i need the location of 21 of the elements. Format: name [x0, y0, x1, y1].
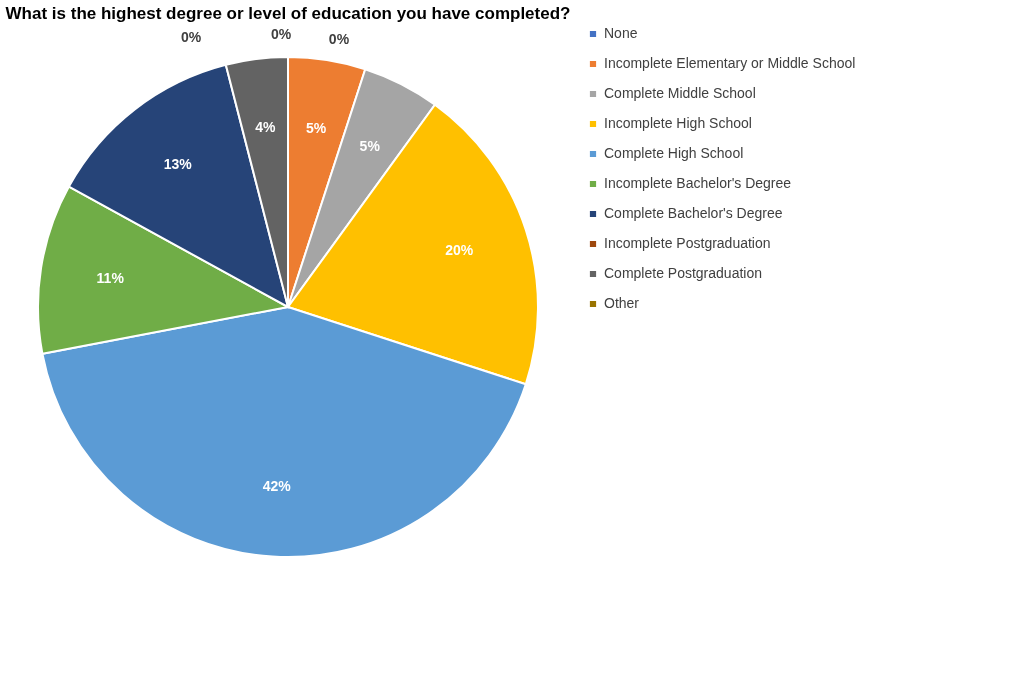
legend-label: Incomplete Bachelor's Degree	[604, 175, 792, 191]
legend-label: Incomplete High School	[604, 115, 752, 131]
chart-title: What is the highest degree or level of education you have completed?	[5, 4, 571, 23]
text: 0%	[328, 30, 350, 47]
legend-label: Complete Middle School	[604, 85, 756, 101]
data-label: 5%	[359, 137, 381, 154]
data-label: 5%	[306, 120, 327, 137]
legend-label: Complete High School	[604, 145, 744, 161]
legend-label: None	[604, 25, 638, 41]
data-label: 11%	[96, 269, 125, 286]
text: 0%	[181, 28, 202, 45]
legend-label: Incomplete Elementary or Middle School	[604, 55, 856, 71]
legend-label: Complete Postgraduation	[604, 265, 762, 281]
data-label: 20%	[445, 242, 474, 259]
legend-label: Other	[604, 295, 640, 311]
data-label: 4%	[255, 119, 277, 136]
text: 0%	[271, 26, 292, 43]
data-label: 42%	[262, 477, 292, 494]
legend-label: Complete Bachelor's Degree	[604, 205, 783, 221]
legend-label: Incomplete Postgraduation	[604, 235, 771, 251]
data-label: 13%	[163, 155, 193, 172]
